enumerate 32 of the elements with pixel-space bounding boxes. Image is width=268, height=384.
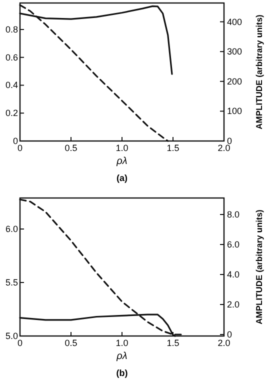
- y-tick-label: 0: [12, 136, 18, 146]
- y-tick-label: 0.4: [5, 80, 18, 90]
- text: (b): [116, 368, 128, 378]
- y2-axis-title: AMPLITUDE (arbitrary units): [254, 14, 264, 130]
- y2-axis-title: AMPLITUDE (arbitrary units): [254, 209, 264, 324]
- y2-tick-label: 4.0: [227, 270, 240, 280]
- y2-tick-label: 2.0: [227, 300, 240, 310]
- y2-tick-label: 300: [227, 46, 242, 57]
- x-tick-label: 1.5: [166, 143, 180, 153]
- x-tick-label: 1.5: [166, 338, 180, 348]
- y2-tick-label: 100: [227, 106, 242, 116]
- y2-tick-label: 0: [227, 136, 232, 146]
- y2-tick-label: 400: [227, 16, 242, 27]
- y2-tick-label: 0: [227, 330, 232, 340]
- y2-tick-label: 8.0: [227, 210, 240, 220]
- y-tick-label: 0.8: [5, 24, 18, 34]
- y-tick-label: 5.0: [5, 331, 18, 341]
- y2-tick-label: 6.0: [227, 240, 240, 250]
- y-tick-label: 0.2: [5, 108, 18, 118]
- x-tick-label: 0.5: [64, 143, 78, 153]
- x-axis-title: ρλ: [116, 351, 128, 362]
- y-tick-label: 5.5: [5, 278, 18, 288]
- x-tick-label: 1.0: [116, 338, 128, 348]
- x-tick-label: 1.0: [116, 143, 128, 153]
- y-tick-label: 6.0: [5, 224, 18, 234]
- x-tick-label: 0.5: [64, 338, 78, 348]
- x-tick-label: 2.0: [218, 143, 230, 153]
- x-axis-title: ρλ: [116, 156, 128, 167]
- x-tick-label: 2.0: [218, 338, 230, 348]
- text: (a): [116, 173, 128, 183]
- y-tick-label: 0.6: [5, 52, 18, 62]
- y2-tick-label: 200: [227, 76, 242, 86]
